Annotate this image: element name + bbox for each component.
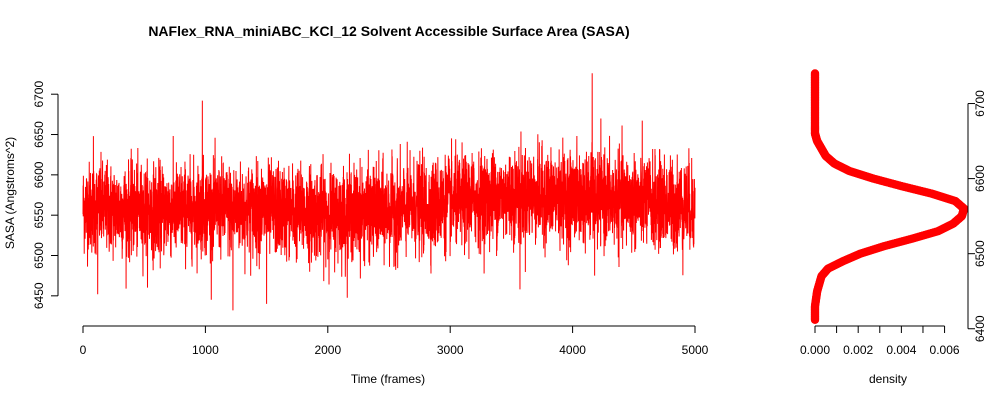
density-x-tick-label: 0.000 (800, 343, 830, 357)
left-x-tick-label: 5000 (682, 343, 709, 357)
density-y-tick-label: 6600 (973, 165, 987, 192)
left-x-tick-label: 0 (80, 343, 87, 357)
density-x-tick-label: 0.004 (886, 343, 916, 357)
left-y-tick-label: 6450 (32, 282, 46, 309)
sasa-timeseries-panel: 6450 6500 6550 6600 6650 6700 0 1000 2000 3000 40… (3, 73, 709, 386)
density-x-axis: 0.000 0.002 0.004 0.006 (800, 325, 960, 357)
density-y-tick-label: 6500 (973, 240, 987, 267)
density-axis-label: density (869, 372, 907, 386)
density-y-axis: 6400 6500 6600 6700 (967, 90, 987, 342)
sasa-line-path (82, 73, 696, 311)
density-point (810, 69, 820, 78)
density-x-tick-label: 0.006 (930, 343, 960, 357)
left-y-tick-label: 6550 (32, 202, 46, 229)
left-x-tick-label: 3000 (437, 343, 464, 357)
left-y-tick-label: 6600 (32, 161, 46, 188)
x-axis-label: Time (frames) (351, 372, 425, 386)
left-x-tick-label: 1000 (192, 343, 219, 357)
left-y-tick-label: 6650 (32, 121, 46, 148)
sasa-density-panel: 0.000 0.002 0.004 0.006 6400 6500 6600 6700 de… (800, 69, 987, 386)
sasa-series-line (82, 73, 696, 311)
chart-title: NAFlex_RNA_miniABC_KCl_12 Solvent Access… (148, 23, 629, 39)
left-x-axis: 0 1000 2000 3000 4000 5000 (80, 325, 709, 357)
left-x-tick-label: 4000 (559, 343, 586, 357)
density-curve-points (810, 69, 969, 324)
left-y-axis: 6450 6500 6550 6600 6650 6700 (32, 81, 59, 309)
left-x-tick-label: 2000 (314, 343, 341, 357)
density-y-tick-label: 6400 (973, 315, 987, 342)
left-y-tick-label: 6500 (32, 242, 46, 269)
density-x-tick-label: 0.002 (843, 343, 873, 357)
y-axis-label: SASA (Angstroms^2) (3, 137, 17, 249)
left-y-tick-label: 6700 (32, 81, 46, 108)
density-y-tick-label: 6700 (973, 90, 987, 117)
